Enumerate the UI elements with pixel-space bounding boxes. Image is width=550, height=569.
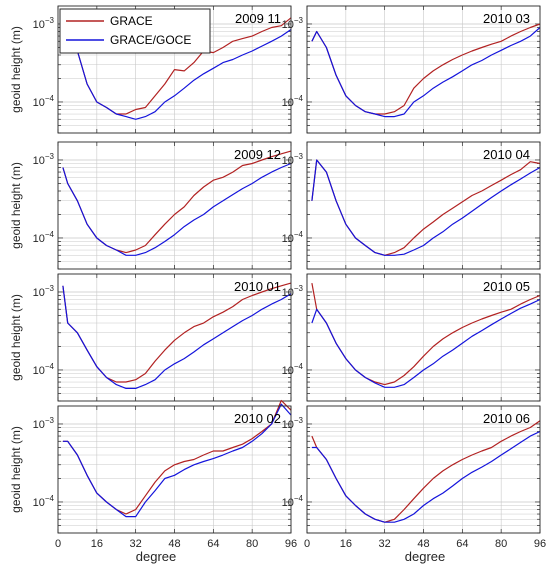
y-tick-label: 10−3 [282,416,304,431]
panel-title: 2010 03 [483,11,530,26]
axes-frame [306,273,541,402]
y-tick-label: 10−4 [33,94,55,109]
y-tick-label: 10−3 [282,284,304,299]
series-line-grace-goce [62,285,292,389]
x-tick-label: 96 [285,538,297,550]
axes-frame [306,5,541,134]
x-axis-label-left: degree [136,549,176,564]
panel-title: 2010 01 [234,279,281,294]
panel-title: 2010 04 [483,147,530,162]
panel-title: 2010 06 [483,411,530,426]
x-tick-label: 16 [91,538,103,550]
x-axis-label-right: degree [405,549,445,564]
x-tick-label: 64 [207,538,219,550]
legend-label-grace: GRACE [110,14,153,28]
panel-2: 10−4 10−3 2009 12 geoid height (m) [9,141,292,270]
axes-frame [306,141,541,270]
panel-title: 2009 11 [235,11,281,26]
x-tick-label: 80 [246,538,258,550]
y-tick-label: 10−4 [282,362,304,377]
panel-6: 0 16 32 48 64 80 96 10−4 10−3 2010 02 geoid height… [9,399,297,550]
series-line-grace-goce [311,430,541,523]
y-tick-label: 10−3 [33,16,55,31]
x-tick-label: 32 [130,538,142,550]
panel-title: 2010 02 [234,411,281,426]
axes-frame [306,405,541,534]
panel-title: 2010 05 [483,279,530,294]
panel-5: 10−4 10−3 2010 05 [282,273,541,402]
y-tick-label: 10−3 [282,152,304,167]
x-tick-label: 96 [534,538,546,550]
y-tick-label: 10−4 [33,494,55,509]
x-tick-label: 48 [417,538,429,550]
y-tick-label: 10−3 [33,152,55,167]
axes-frame [57,141,292,270]
series-line-grace-goce [62,29,292,120]
series-line-grace-goce [311,27,541,118]
y-tick-label: 10−3 [33,416,55,431]
y-tick-label: 10−4 [33,362,55,377]
legend: GRACE GRACE/GOCE [59,8,211,54]
y-tick-label: 10−4 [33,230,55,245]
series-line-grace-goce [311,298,541,388]
y-tick-label: 10−4 [282,230,304,245]
x-tick-label: 80 [495,538,507,550]
y-tick-label: 10−4 [282,494,304,509]
axes-frame [57,405,292,534]
panel-title: 2009 12 [234,147,281,162]
x-tick-label: 32 [379,538,391,550]
axes-frame [57,5,292,134]
y-axis-label: geoid height (m) [9,294,23,381]
legend-label-grace-goce: GRACE/GOCE [110,33,191,47]
axes-frame [57,273,292,402]
x-tick-label: 64 [456,538,468,550]
series-line-grace-goce [311,159,541,256]
x-tick-label: 0 [55,538,61,550]
legend-box [59,8,211,54]
y-axis-label: geoid height (m) [9,162,23,249]
y-tick-label: 10−4 [282,94,304,109]
panel-3: 10−4 10−3 2010 04 [282,141,541,270]
y-tick-label: 10−3 [33,284,55,299]
x-tick-label: 48 [168,538,180,550]
series-line-grace-goce [62,403,292,518]
x-tick-label: 0 [304,538,310,550]
y-axis-label: geoid height (m) [9,426,23,513]
series-line-grace-goce [62,162,292,256]
y-tick-label: 10−3 [282,16,304,31]
panel-7: 0 16 32 48 64 80 96 10−4 10−3 2010 06 [282,405,546,550]
y-axis-label: geoid height (m) [9,26,23,113]
panel-1: 10−4 10−3 2010 03 [282,5,541,134]
panel-4: 10−4 10−3 2010 01 geoid height (m) [9,273,292,402]
x-tick-label: 16 [340,538,352,550]
